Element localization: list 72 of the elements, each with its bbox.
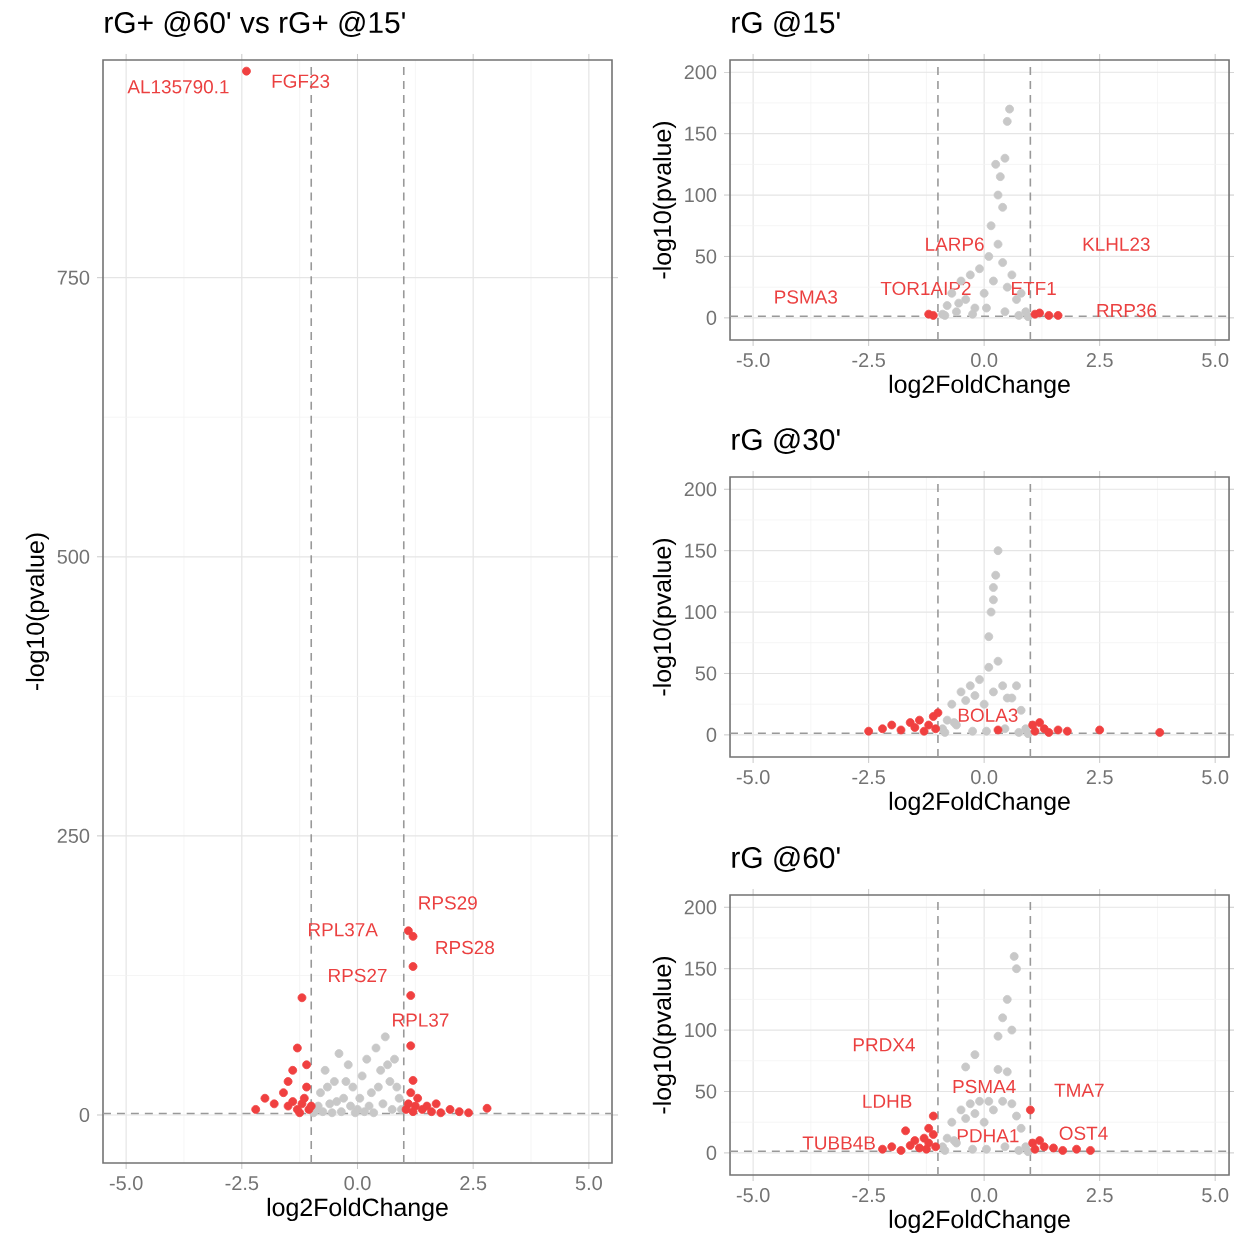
x-axis-title: log2FoldChange xyxy=(889,374,1070,399)
x-tick-label: 5.0 xyxy=(1202,1188,1229,1203)
x-tick-label: 0.0 xyxy=(344,1176,371,1191)
y-tick-label: 100 xyxy=(685,188,717,203)
chart-title: rG+ @60' vs rG+ @15' xyxy=(105,11,405,37)
annotation: TOR1AIP2 xyxy=(880,281,971,296)
y-tick-label: 150 xyxy=(685,126,717,141)
annotation: BOLA3 xyxy=(958,708,1018,722)
annotation: ETF1 xyxy=(1012,281,1056,295)
annotation: AL135790.1 xyxy=(127,80,229,94)
chart-title: rG @60' xyxy=(732,846,840,872)
annotation: OST4 xyxy=(1059,1126,1108,1140)
annotation: PSMA4 xyxy=(953,1079,1016,1094)
x-tick-label: -2.5 xyxy=(225,1176,259,1191)
annotation: TUBB4B xyxy=(802,1136,875,1150)
annotation: RPS27 xyxy=(329,968,387,983)
x-tick-label: 2.5 xyxy=(460,1176,487,1191)
annotation: PSMA3 xyxy=(775,290,838,304)
y-tick-label: 200 xyxy=(684,65,717,80)
annotation: PDHA1 xyxy=(957,1129,1019,1143)
y-tick-label: 0 xyxy=(79,1107,90,1123)
x-tick-label: 5.0 xyxy=(1202,770,1229,785)
y-tick-label: 100 xyxy=(685,1023,717,1038)
x-tick-label: 0.0 xyxy=(971,353,998,368)
x-tick-label: -5.0 xyxy=(736,1188,770,1203)
annotation: RPL37A xyxy=(309,922,378,937)
annotation: RPS28 xyxy=(436,940,495,955)
y-axis-title: -log10(pvalue) xyxy=(652,121,677,279)
annotation: FGF23 xyxy=(272,74,330,88)
annotation: RRP36 xyxy=(1097,303,1157,318)
x-tick-label: 2.5 xyxy=(1086,353,1113,368)
y-tick-label: 50 xyxy=(695,249,717,264)
annotation: LARP6 xyxy=(926,237,984,251)
y-tick-label: 0 xyxy=(706,1145,717,1160)
y-axis-title: -log10(pvalue) xyxy=(25,533,50,690)
x-tick-label: -2.5 xyxy=(852,770,885,785)
y-tick-label: 150 xyxy=(685,961,717,976)
x-axis-title: log2FoldChange xyxy=(889,791,1070,816)
y-tick-label: 500 xyxy=(57,549,90,564)
y-tick-label: 200 xyxy=(684,482,717,497)
x-tick-label: -5.0 xyxy=(736,353,770,368)
x-tick-label: 5.0 xyxy=(575,1176,602,1191)
y-tick-label: 750 xyxy=(57,270,90,285)
x-tick-label: 2.5 xyxy=(1086,770,1113,785)
annotation: LDHB xyxy=(863,1094,912,1108)
y-tick-label: 0 xyxy=(706,310,717,325)
y-tick-label: 0 xyxy=(706,727,717,742)
x-tick-label: 0.0 xyxy=(971,770,998,785)
y-tick-label: 200 xyxy=(684,900,717,915)
y-axis-title: -log10(pvalue) xyxy=(652,956,677,1114)
x-tick-label: -5.0 xyxy=(109,1176,143,1191)
y-tick-label: 50 xyxy=(695,1084,717,1099)
x-tick-label: -2.5 xyxy=(852,353,885,368)
annotation: PRDX4 xyxy=(853,1038,915,1052)
annotation: RPL37 xyxy=(393,1013,449,1027)
x-tick-label: 2.5 xyxy=(1086,1188,1113,1203)
annotation: RPS29 xyxy=(419,896,477,910)
y-tick-label: 150 xyxy=(685,543,717,558)
x-axis-title: log2FoldChange xyxy=(889,1209,1070,1234)
y-tick-label: 250 xyxy=(57,828,90,843)
chart-title: rG @15' xyxy=(732,11,840,37)
y-axis-title: -log10(pvalue) xyxy=(652,538,677,696)
x-tick-label: 5.0 xyxy=(1202,353,1229,368)
y-tick-label: 100 xyxy=(685,605,717,620)
annotation: TMA7 xyxy=(1054,1083,1104,1097)
y-tick-label: 50 xyxy=(695,666,717,681)
chart-title: rG @30' xyxy=(732,428,840,454)
x-tick-label: -5.0 xyxy=(736,770,770,785)
x-tick-label: 0.0 xyxy=(971,1188,998,1203)
x-axis-title: log2FoldChange xyxy=(267,1197,448,1222)
x-tick-label: -2.5 xyxy=(852,1188,885,1203)
annotation: KLHL23 xyxy=(1083,237,1150,251)
